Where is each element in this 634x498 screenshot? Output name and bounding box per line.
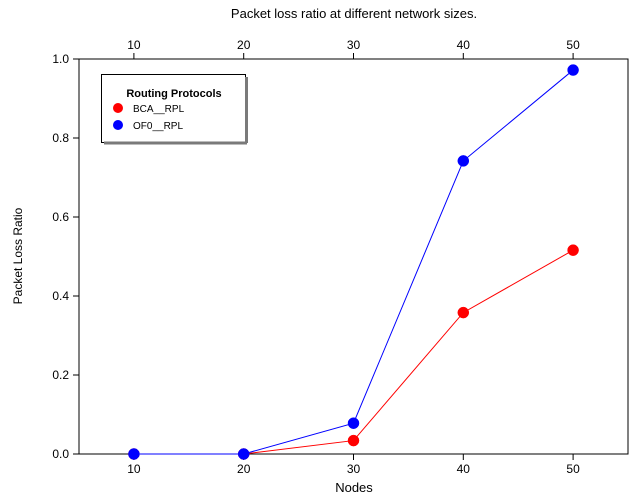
data-point [128, 448, 140, 460]
y-tick-label: 0.4 [52, 289, 69, 303]
y-tick-label: 0.8 [52, 131, 69, 145]
y-axis: 0.0 0.2 0.4 0.6 0.8 1.0 [52, 52, 79, 461]
legend-items: BCA__RPL OF0__RPL [113, 103, 185, 132]
top-x-tick-label: 50 [566, 38, 580, 52]
legend-marker [113, 120, 123, 130]
chart-title: Packet loss ratio at different network s… [231, 6, 477, 21]
y-tick-label: 1.0 [52, 52, 69, 66]
y-tick-label: 0.6 [52, 210, 69, 224]
data-point [457, 306, 470, 319]
legend-label: BCA__RPL [133, 104, 185, 115]
data-point [567, 64, 579, 76]
legend-label: OF0__RPL [133, 121, 183, 132]
bottom-x-axis: 10 20 30 40 50 [127, 454, 580, 476]
legend: Routing Protocols BCA__RPL OF0__RPL [101, 74, 248, 145]
x-tick-label: 40 [457, 462, 471, 476]
y-tick-label: 0.0 [52, 447, 69, 461]
data-point [567, 244, 579, 256]
legend-title: Routing Protocols [126, 88, 221, 100]
x-tick-label: 30 [347, 462, 361, 476]
series-of0-rpl [128, 64, 579, 460]
top-x-tick-label: 40 [457, 38, 471, 52]
data-point [347, 417, 360, 429]
legend-marker [113, 103, 123, 113]
series-layer [128, 64, 579, 460]
data-point [347, 434, 360, 447]
data-point [237, 448, 250, 460]
y-tick-label: 0.2 [52, 368, 69, 382]
x-tick-label: 50 [566, 462, 580, 476]
x-tick-label: 10 [127, 462, 141, 476]
y-axis-label: Packet Loss Ratio [11, 207, 25, 304]
x-axis-label: Nodes [335, 480, 373, 495]
top-x-tick-label: 20 [237, 38, 251, 52]
data-point [457, 155, 470, 167]
top-x-tick-label: 30 [347, 38, 361, 52]
x-tick-label: 20 [237, 462, 251, 476]
top-x-tick-label: 10 [127, 38, 141, 52]
top-x-axis: 10 20 30 40 50 [127, 38, 580, 59]
legend-box [101, 74, 246, 143]
